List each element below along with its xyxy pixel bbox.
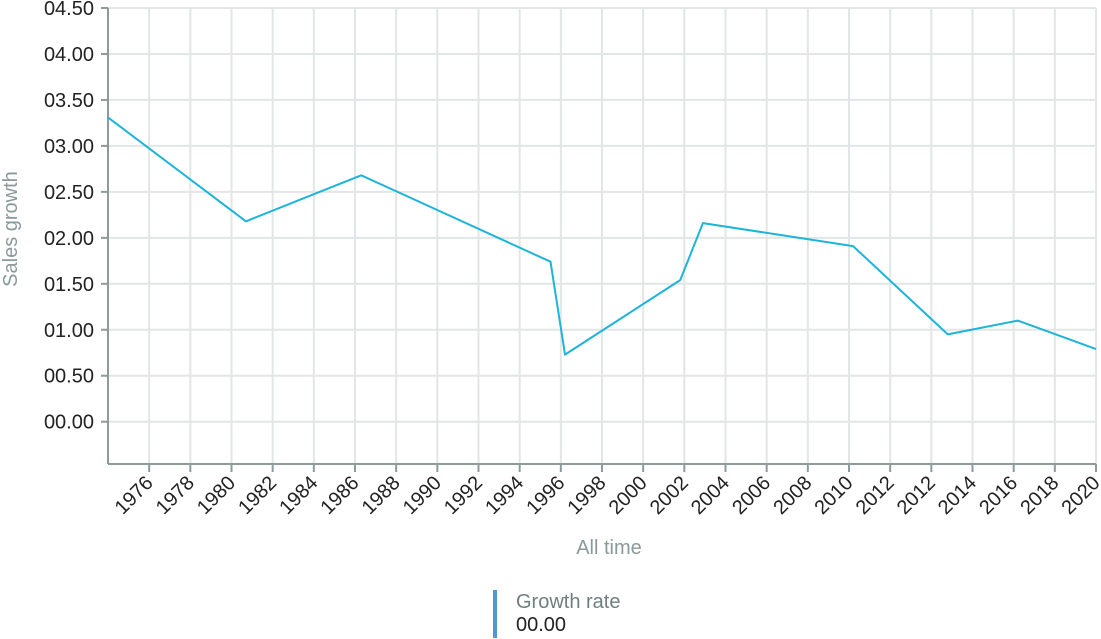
y-tick-label: 00.50 [44,366,94,388]
x-tick-label: 1986 [317,472,364,519]
x-axis-label: All time [576,537,642,559]
grid [108,7,1097,464]
y-tick-label: 03.00 [44,136,94,158]
y-tick-label: 00.00 [44,412,94,434]
legend-value: 00.00 [516,614,567,636]
x-tick-label: 1976 [111,472,158,519]
x-tick-label: 1980 [193,472,240,519]
x-tick-label: 1978 [152,472,199,519]
x-tick-label: 2000 [605,472,652,519]
x-tick-label: 2016 [975,472,1022,519]
x-tick-label: 2008 [769,472,816,519]
series-layer [107,116,1097,356]
x-tick-label: 2006 [728,472,775,519]
x-tick-label: 1992 [440,472,487,519]
legend: Growth rate 00.00 [493,590,620,638]
x-tick-label: 2010 [811,472,858,519]
x-tick-label: 1996 [522,472,569,519]
y-axis-label: Sales growth [0,171,22,287]
x-tick-label: 2004 [687,472,734,519]
legend-series-name: Growth rate [516,591,621,613]
axes: 00.00 00.50 01.00 01.50 02.00 02.50 03.00 03.50… [44,0,1101,519]
y-tick-label: 02.00 [44,228,94,250]
x-tick-label: 1994 [481,472,528,519]
y-tick-label: 02.50 [44,182,94,204]
x-tick-label: 1990 [399,472,446,519]
x-tick-label: 2012 [852,472,899,519]
y-tick-label: 01.00 [44,320,94,342]
x-tick-label: 2018 [1016,472,1063,519]
x-tick-label: 2014 [934,472,981,519]
x-tick-label: 1988 [358,472,405,519]
x-tick-label: 2012 [893,472,940,519]
y-tick-label: 03.50 [44,90,94,112]
x-tick-label: 1984 [275,472,322,519]
y-tick-label: 04.50 [44,0,94,20]
x-tick-label: 2002 [646,472,693,519]
y-tick-label: 04.00 [44,44,94,66]
x-tick-label: 1998 [564,472,611,519]
x-tick-label: 1982 [234,472,281,519]
x-tick-label: 2020 [1058,472,1101,519]
y-tick-label: 01.50 [44,274,94,296]
